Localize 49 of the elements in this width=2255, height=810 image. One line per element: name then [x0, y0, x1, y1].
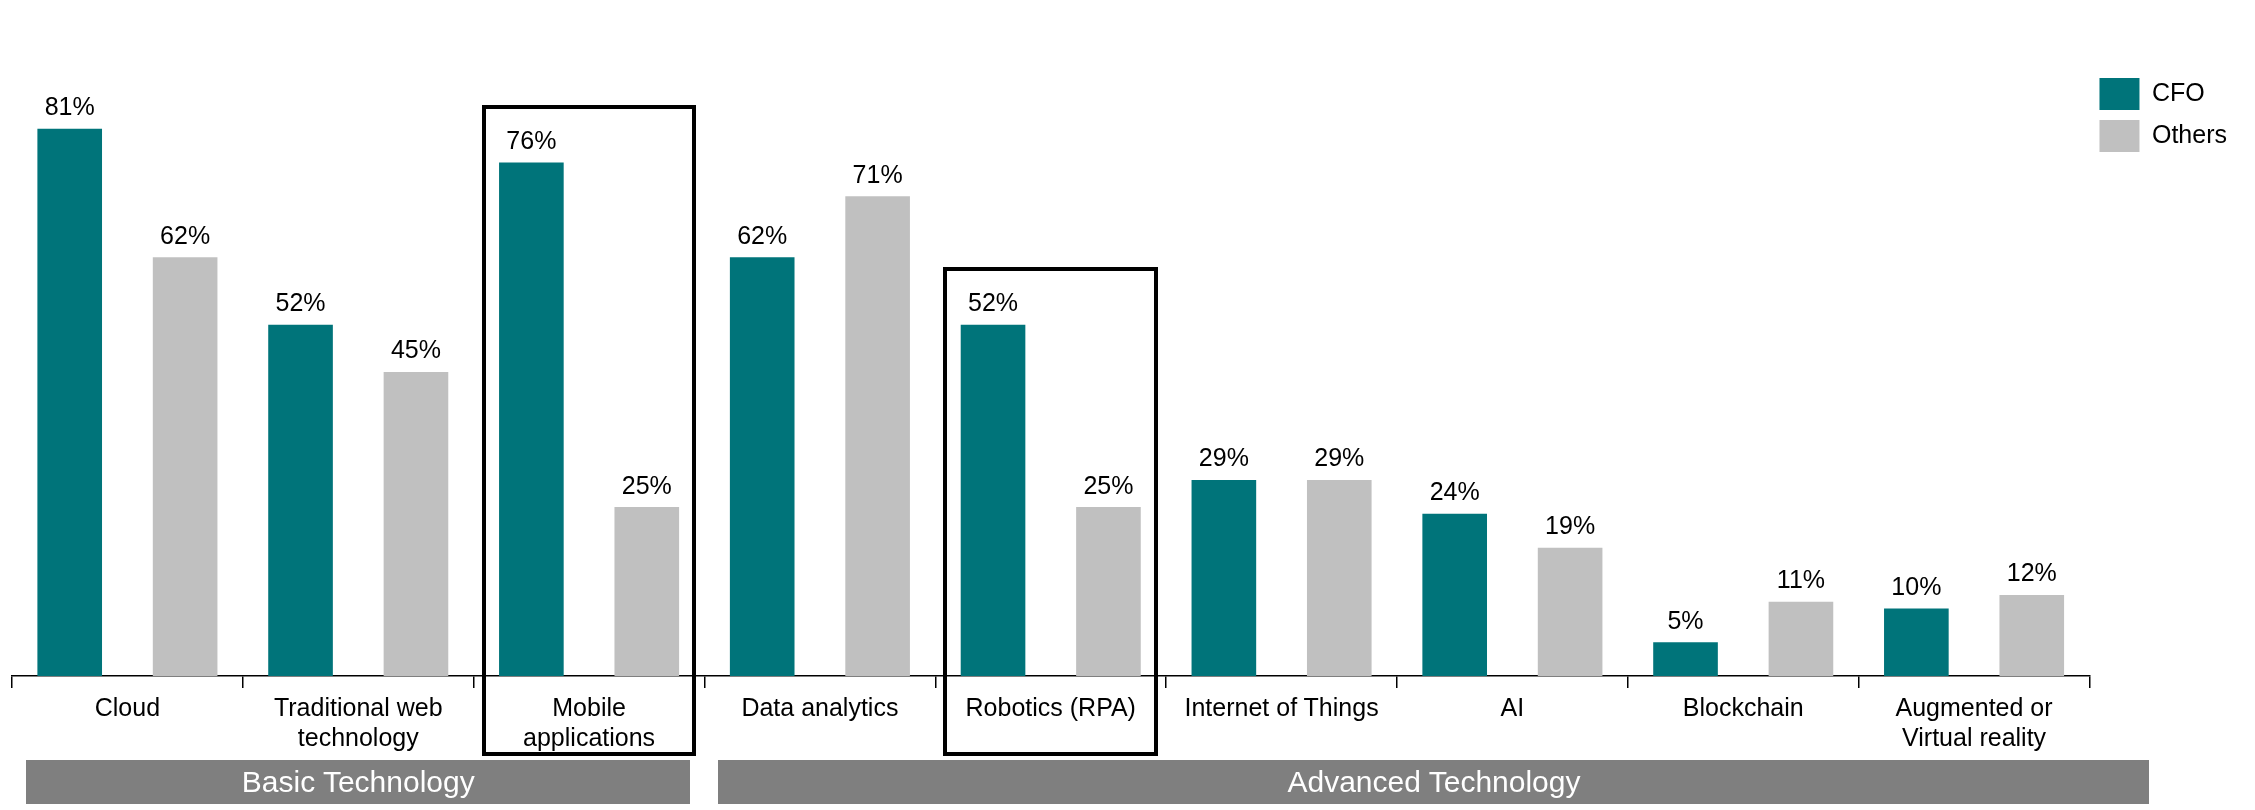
bar [1191, 480, 1257, 676]
x-tick-label: Mobile applications [523, 692, 656, 751]
bar [37, 128, 103, 676]
text: Basic Technology [26, 760, 691, 804]
bar [499, 162, 564, 676]
data-label: 81% [44, 92, 95, 121]
data-label: 45% [390, 335, 441, 364]
data-label: 25% [1083, 470, 1134, 499]
data-label: 52% [968, 288, 1019, 317]
bar [1884, 608, 1949, 676]
bar [1537, 547, 1603, 676]
bar [268, 324, 333, 676]
bar [614, 507, 680, 676]
bar [960, 324, 1026, 676]
bar [1306, 480, 1372, 676]
x-tick-label: Internet of Things [1184, 692, 1379, 721]
bar [845, 196, 910, 676]
legend-label: Others [2151, 119, 2228, 148]
x-tick-label: Traditional web technology [273, 692, 443, 751]
data-label: 71% [852, 159, 903, 188]
bar [383, 372, 449, 676]
data-label: 11% [1776, 565, 1826, 594]
text: Advanced Technology [718, 760, 2150, 804]
bar [1653, 642, 1718, 676]
data-label: 29% [1198, 443, 1249, 472]
data-label: 25% [621, 470, 672, 499]
x-tick-label: Robotics (RPA) [965, 692, 1136, 721]
data-label: 19% [1545, 511, 1596, 540]
data-label: 5% [1667, 605, 1704, 634]
data-label: 10% [1891, 571, 1942, 600]
data-label: 62% [160, 220, 211, 249]
data-label: 76% [506, 125, 557, 154]
bar [1768, 601, 1834, 676]
bar [1076, 507, 1141, 676]
data-label: 62% [737, 220, 788, 249]
data-label: 29% [1314, 443, 1365, 472]
x-tick-label: Cloud [94, 692, 161, 721]
bar [729, 257, 795, 676]
x-tick-label: Data analytics [741, 692, 899, 721]
bar [1422, 513, 1488, 676]
bar [1999, 594, 2065, 676]
x-tick-label: Blockchain [1682, 692, 1804, 721]
legend-label: CFO [2151, 77, 2205, 106]
bar [152, 257, 218, 676]
data-label: 12% [2006, 558, 2057, 587]
x-tick-label: AI [1500, 692, 1525, 721]
data-label: 52% [275, 288, 326, 317]
x-tick-label: Augmented or Virtual reality [1895, 692, 2053, 751]
data-label: 24% [1429, 477, 1480, 506]
